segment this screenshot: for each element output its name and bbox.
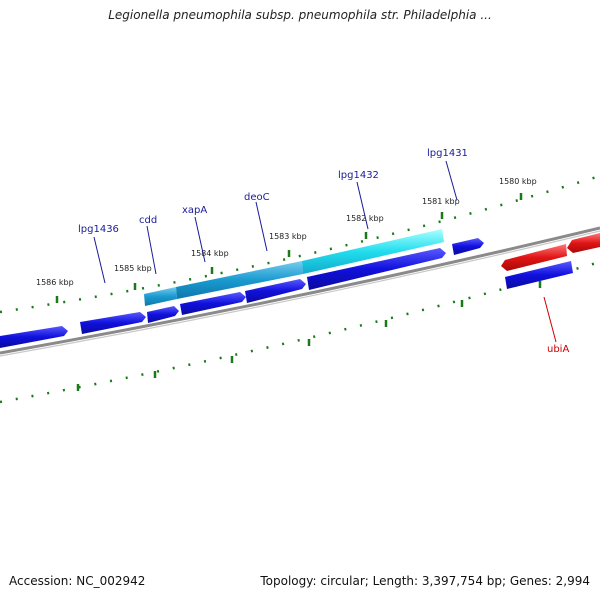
gene-arrow[interactable]: [180, 292, 246, 315]
topology-text: Topology: circular; Length: 3,397,754 bp…: [260, 574, 590, 588]
scale-label-1582: 1582 kbp: [346, 214, 384, 223]
gene-label-xapA[interactable]: xapA: [182, 205, 207, 216]
leader-ubiA: [543, 296, 557, 343]
gene-label-lpg1436[interactable]: lpg1436: [78, 224, 119, 235]
inner-major-ticks: [76, 281, 542, 391]
leader-xapA: [194, 216, 206, 263]
scale-label-1585: 1585 kbp: [114, 264, 152, 273]
scale-label-1584: 1584 kbp: [191, 249, 229, 258]
gene-label-deoC[interactable]: deoC: [244, 192, 270, 203]
gene-arrow-ubiA[interactable]: [501, 244, 567, 271]
forward-genes-lower[interactable]: [0, 238, 484, 348]
gene-label-cdd[interactable]: cdd: [139, 215, 157, 226]
gene-arrow[interactable]: [452, 238, 484, 255]
gene-arrow[interactable]: [80, 312, 146, 334]
accession-text: Accession: NC_002942: [9, 574, 146, 588]
gene-arrow[interactable]: [245, 279, 306, 303]
scale-label-1583: 1583 kbp: [269, 232, 307, 241]
leader-lpg1431: [445, 160, 458, 201]
leader-cdd: [146, 225, 157, 275]
gene-block-xapA-deoC[interactable]: [176, 261, 303, 299]
gene-label-lpg1431[interactable]: lpg1431: [427, 148, 468, 159]
gene-arrow[interactable]: [0, 326, 68, 348]
gene-arrow-blue-right[interactable]: [505, 261, 573, 289]
outer-tick-ring: [0, 174, 600, 314]
gene-arrow[interactable]: [307, 248, 446, 290]
gene-block-lpg1432[interactable]: [302, 229, 444, 274]
gene-label-ubiA[interactable]: ubiA: [547, 344, 569, 355]
leader-lpg1436: [93, 236, 106, 284]
backbone-line-shadow: [0, 230, 600, 357]
gene-label-lpg1432[interactable]: lpg1432: [338, 170, 379, 181]
map-title: Legionella pneumophila subsp. pneumophil…: [108, 8, 492, 22]
scale-label-1580: 1580 kbp: [499, 177, 537, 186]
outer-major-ticks: [55, 193, 523, 303]
scale-label-1586: 1586 kbp: [36, 278, 74, 287]
leader-lpg1432: [356, 181, 369, 230]
reverse-genes[interactable]: [501, 233, 600, 289]
scale-label-1581: 1581 kbp: [422, 197, 460, 206]
gene-arrow-reverse[interactable]: [567, 233, 600, 253]
leader-deoC: [255, 201, 268, 252]
gene-block-cdd[interactable]: [144, 287, 177, 306]
highlighted-genes[interactable]: [144, 229, 444, 306]
backbone-line: [0, 226, 600, 355]
gene-arrow[interactable]: [147, 306, 179, 323]
